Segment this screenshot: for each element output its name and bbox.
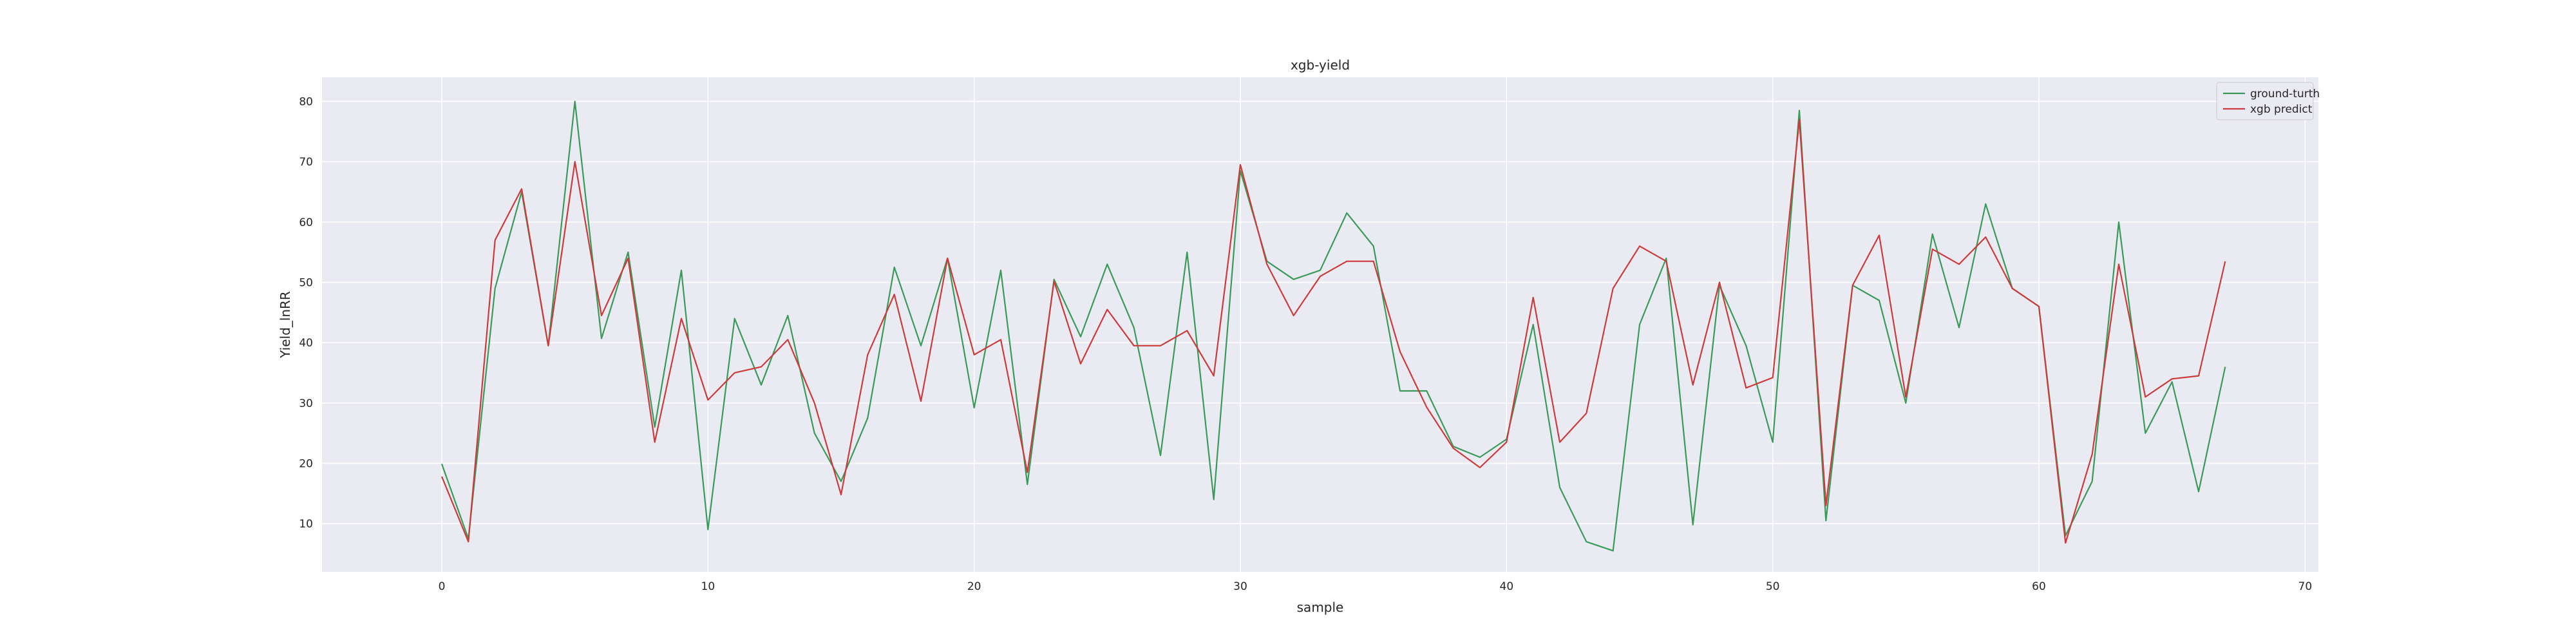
y-tick-label: 60 — [299, 216, 313, 229]
x-tick-label: 60 — [2032, 580, 2046, 593]
x-tick-label: 30 — [1233, 580, 1247, 593]
y-tick-labels: 10 20 30 40 50 60 70 80 — [299, 95, 313, 531]
y-tick-label: 70 — [299, 156, 313, 169]
chart-title: xgb-yield — [1291, 57, 1350, 73]
plot-background — [322, 77, 2318, 572]
x-tick-label: 10 — [701, 580, 715, 593]
x-tick-label: 20 — [967, 580, 981, 593]
y-axis-label: Yield_lnRR — [278, 291, 293, 359]
x-tick-labels: 0 10 20 30 40 50 60 70 — [439, 580, 2313, 593]
legend-box — [2216, 82, 2314, 120]
series-lines — [440, 100, 2226, 552]
y-tick-label: 40 — [299, 337, 313, 350]
x-tick-label: 50 — [1766, 580, 1780, 593]
legend: ground-turth xgb predict — [2216, 82, 2320, 120]
y-tick-label: 50 — [299, 276, 313, 289]
y-tick-label: 20 — [299, 457, 313, 470]
series-line-xgb-predict — [440, 118, 2226, 544]
legend-label-ground-truth: ground-turth — [2250, 88, 2320, 100]
x-tick-label: 0 — [439, 580, 446, 593]
x-tick-label: 70 — [2298, 580, 2313, 593]
series-line-ground-truth — [440, 100, 2226, 552]
grid-lines — [322, 77, 2318, 572]
y-tick-label: 80 — [299, 95, 313, 108]
y-tick-label: 30 — [299, 397, 313, 410]
x-axis-label: sample — [1297, 600, 1344, 615]
legend-label-xgb-predict: xgb predict — [2250, 103, 2313, 116]
x-tick-label: 40 — [1500, 580, 1514, 593]
y-tick-label: 10 — [299, 518, 313, 531]
